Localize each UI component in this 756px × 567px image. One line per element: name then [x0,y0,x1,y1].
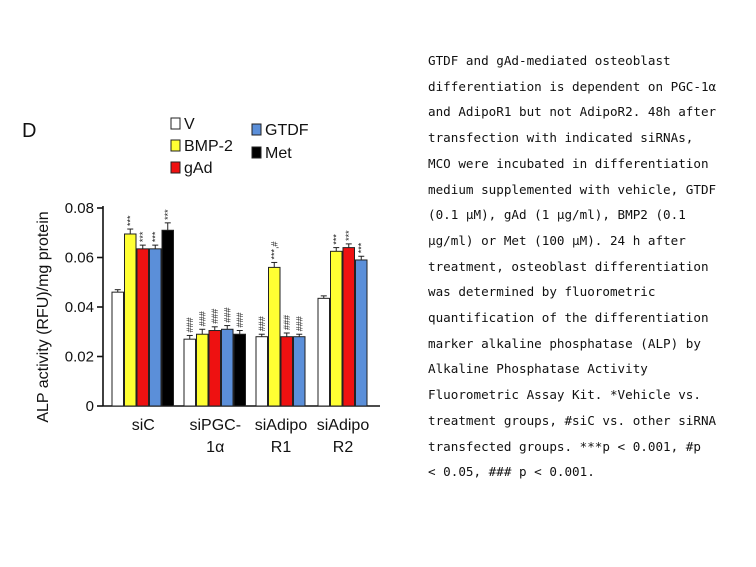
significance-label: *** [331,234,341,245]
caption-line: medium supplemented with vehicle, GTDF [428,181,717,197]
legend-swatch-gad [170,161,181,174]
significance-label: ### [197,311,207,326]
bar-gad [280,336,293,407]
caption-line: transfected groups. ***p < 0.001, #p [428,438,701,454]
caption-line: Alkaline Phosphatase Activity [428,361,648,377]
caption-line: GTDF and gAd-mediated osteoblast [428,53,671,68]
caption-line: (0.1 μM), gAd (1 μg/ml), BMP2 (0.1 [428,207,686,223]
bar-chart: D V BMP-2 gAd GTDF Met ALP activity (RFU)/mg p… [22,116,380,456]
significance-label: ### [257,316,267,331]
bar-gtdf [293,336,306,407]
legend-label-bmp-2: BMP-2 [184,138,233,155]
bar-gad [136,248,149,407]
legend-label-gad: gAd [184,160,212,177]
caption-line: transfection with indicated siRNAs, [428,130,694,146]
bar-v [317,297,330,407]
legend-label-gtdf: GTDF [265,122,309,139]
x-category-label: siAdipo [255,417,308,434]
panel-label: D [22,120,36,142]
bar-bmp-2 [330,250,343,407]
x-category-label: R2 [333,439,354,456]
figure-caption: GTDF and gAd-mediated osteoblast differen… [428,48,746,485]
legend-label-met: Met [265,145,292,162]
caption-line: < 0.05, ### p < 0.001. [428,464,595,480]
y-tick-label: 0.06 [65,250,94,267]
significance-label: ### [222,308,232,323]
bar-bmp-2 [124,233,137,407]
x-category-label: siAdipo [317,417,370,434]
significance-label: *** [356,242,366,253]
caption-line: quantification of the differentiation [428,310,709,326]
significance-label: ### [235,312,245,327]
y-tick-label: 0.04 [65,299,94,316]
caption-line: treatment, osteoblast differentiation [428,258,709,274]
figure-panel: D V BMP-2 gAd GTDF Met ALP activity (RFU)/mg p… [22,116,380,456]
bar-gad [342,247,355,407]
caption-line: μg/ml) or Met (100 μM). 24 h after [428,232,686,248]
bar-gtdf [355,259,368,407]
x-category-label: siPGC- [189,417,241,434]
legend-swatch-v [170,117,181,130]
caption-line: Fluorometric Assay Kit. *Vehicle vs. [428,387,701,403]
significance-label: *** [344,230,354,241]
caption-line: differentiation is dependent on PGC-1α [428,78,717,94]
significance-label: ***,# [269,241,279,259]
significance-label: *** [150,231,160,242]
bar-bmp-2 [268,266,281,407]
significance-label: ### [210,309,220,324]
bar-v [111,291,124,407]
significance-label: ### [185,317,195,332]
y-tick-label: 0.02 [65,349,94,366]
caption-line: was determined by fluorometric [428,284,656,300]
bar-gad [208,330,221,407]
bar-met [161,229,174,407]
caption-line: MCO were incubated in differentiation [428,155,709,171]
x-category-label: siC [132,417,155,434]
significance-label: ### [282,315,292,330]
bar-v [183,338,196,407]
legend-label-v: V [184,116,195,133]
legend-swatch-bmp-2 [170,139,181,152]
significance-label: *** [138,231,148,242]
bar-met [233,333,246,407]
y-tick-label: 0 [86,398,94,415]
significance-label: ### [294,316,304,331]
x-category-label: 1α [206,439,224,456]
bar-v [255,336,268,407]
bar-gtdf [221,328,234,407]
caption-line: and AdipoR1 but not AdipoR2. 48h after [428,104,717,120]
significance-label: *** [163,209,173,220]
y-tick-label: 0.08 [65,200,94,217]
caption-line: treatment groups, #siC vs. other siRNA [428,412,717,428]
y-axis-label: ALP activity (RFU)/mg protein [35,211,52,422]
bar-gtdf [149,248,162,407]
significance-label: *** [125,215,135,226]
legend-swatch-met [251,146,262,159]
x-category-label: R1 [271,439,292,456]
legend-swatch-gtdf [251,123,262,136]
bar-bmp-2 [196,333,209,407]
caption-line: marker alkaline phosphatase (ALP) by [428,335,701,351]
